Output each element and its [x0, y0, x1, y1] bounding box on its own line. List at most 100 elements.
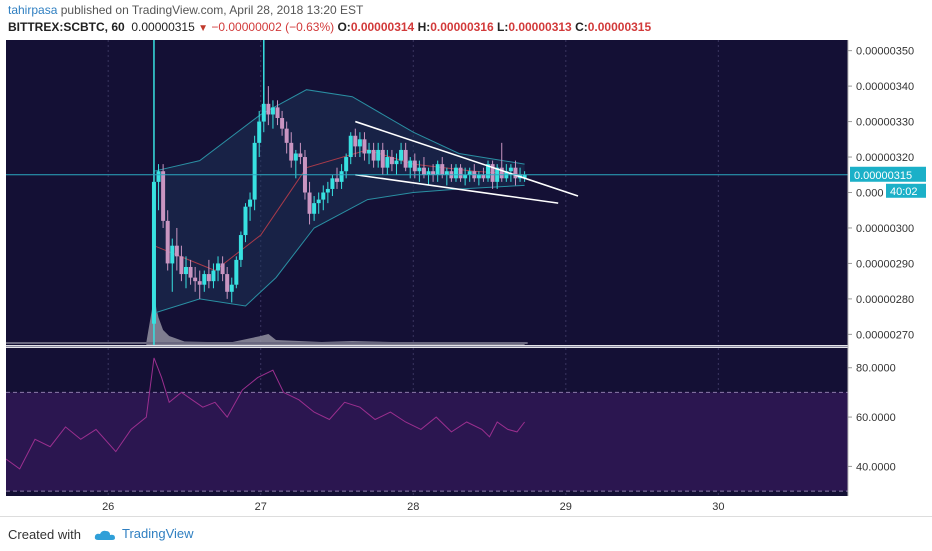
candle-body	[321, 192, 326, 200]
candle-body	[467, 171, 472, 175]
candle-body	[193, 277, 198, 282]
wedge-upper-line	[355, 120, 579, 197]
candle-body	[257, 121, 262, 143]
candle-body	[206, 274, 211, 282]
chart-area[interactable]: 26 27 28 29 30 0.00000350 0.00000340 0.00000330…	[5, 40, 926, 516]
candle-body	[293, 153, 298, 161]
candle-body	[499, 167, 504, 179]
y-tick-label: 0.00000270	[856, 329, 914, 341]
x-tick-label: 28	[407, 501, 419, 513]
candle-body	[348, 135, 353, 158]
cloud-icon	[94, 530, 115, 540]
price-chart[interactable]: 26 27 28 29 30 0.00000350 0.00000340 0.00000330…	[5, 40, 926, 516]
candle-body	[174, 245, 179, 257]
candle-body	[270, 107, 275, 115]
candle-body	[252, 142, 257, 200]
candle-body	[357, 139, 362, 147]
author-link[interactable]: tahirpasa	[8, 3, 58, 17]
tradingview-logo[interactable]: TradingView	[94, 526, 194, 541]
candle-body	[211, 270, 216, 282]
candle-body	[229, 284, 234, 292]
candle-body	[266, 103, 271, 115]
candle-body	[394, 160, 399, 165]
candle-body	[151, 181, 156, 324]
candle-body	[403, 149, 408, 168]
time-axis-bg	[6, 496, 848, 516]
x-tick-label: 26	[102, 501, 114, 513]
chart-header: tahirpasa published on TradingView.com, …	[0, 0, 932, 40]
created-with-text: Created with	[8, 527, 81, 542]
rsi-line	[5, 357, 525, 470]
candle-body	[481, 174, 486, 179]
y-tick-label: 0.00000350	[856, 46, 914, 58]
close-value: 0.00000315	[587, 20, 652, 34]
candle-body	[330, 178, 335, 189]
price-pane	[6, 40, 848, 345]
bollinger-upper	[153, 89, 525, 172]
candle-body	[248, 199, 253, 207]
publish-line: tahirpasa published on TradingView.com, …	[8, 3, 363, 17]
price-axis-bg	[848, 40, 926, 516]
candle-body	[197, 281, 202, 285]
down-arrow-icon: ▼	[198, 23, 209, 34]
candle-body	[220, 263, 225, 275]
y-tick-label: 0.00000340	[856, 81, 914, 93]
candle-body	[490, 164, 495, 182]
candle-body	[183, 266, 188, 275]
candle-body	[156, 171, 161, 182]
candle-body	[435, 164, 440, 175]
symbol-label[interactable]: BITTREX:SCBTC, 60	[8, 20, 125, 34]
candle-body	[453, 167, 458, 179]
candle-body	[261, 103, 266, 122]
rsi-tick-label: 80.0000	[856, 363, 896, 375]
bollinger-fill	[154, 89, 525, 314]
candle-body	[522, 174, 527, 179]
low-value: 0.00000313	[508, 20, 572, 34]
symbol-line: BITTREX:SCBTC, 60 0.00000315 ▼ −0.000000…	[8, 20, 651, 34]
candle-body	[325, 188, 330, 193]
candle-body	[284, 128, 289, 143]
candle-body	[440, 164, 445, 175]
candle-body	[508, 167, 513, 172]
high-value: 0.00000316	[430, 20, 494, 34]
candle-body	[353, 135, 358, 147]
candle-body	[238, 235, 243, 260]
candle-body	[275, 107, 280, 119]
candle-body	[417, 167, 422, 172]
candle-body	[216, 263, 221, 271]
high-label: H:	[417, 20, 431, 34]
candle-body	[339, 171, 344, 182]
price-change: −0.00000002 (−0.63%)	[211, 20, 335, 34]
candle-body	[362, 139, 367, 154]
candle-body	[234, 259, 239, 285]
y-tick-label: 0.00000280	[856, 294, 914, 306]
candle-body	[426, 171, 431, 175]
candle-body	[431, 171, 436, 175]
candle-body	[421, 167, 426, 175]
candle-body	[376, 149, 381, 161]
candle-body	[316, 199, 321, 204]
last-price: 0.00000315	[131, 20, 195, 34]
close-label: C:	[575, 20, 588, 34]
x-tick-label: 27	[255, 501, 267, 513]
candle-body	[486, 164, 491, 179]
last-price-badge-text: 0.00000315	[854, 170, 912, 182]
y-tick-label: 0.000	[856, 188, 884, 200]
candle-body	[344, 157, 349, 172]
y-tick-label: 0.00000290	[856, 258, 914, 270]
rsi-tick-label: 40.0000	[856, 461, 896, 473]
candle-body	[513, 167, 518, 179]
rsi-tick-label: 60.0000	[856, 412, 896, 424]
candle-body	[165, 220, 170, 264]
candle-body	[408, 160, 413, 168]
candle-body	[385, 157, 390, 168]
candle-body	[298, 153, 303, 158]
candle-body	[380, 149, 385, 168]
candle-body	[312, 203, 317, 214]
candle-body	[412, 160, 417, 172]
bollinger-lower	[153, 184, 525, 314]
candle-body	[243, 206, 248, 236]
y-tick-label: 0.00000300	[856, 223, 914, 235]
candle-body	[307, 192, 312, 214]
footer: Created with TradingView	[0, 516, 932, 551]
